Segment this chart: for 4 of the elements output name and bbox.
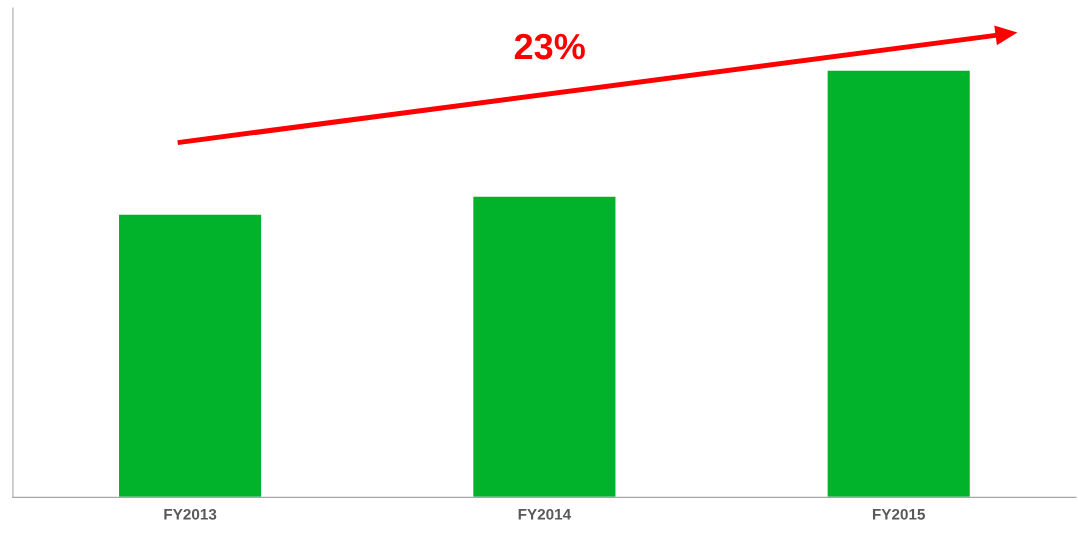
text: 23% — [514, 33, 585, 60]
x-tick-label: FY2013 — [164, 508, 217, 520]
x-tick-label: FY2014 — [518, 508, 572, 520]
x-tick-label: FY2015 — [872, 508, 926, 520]
